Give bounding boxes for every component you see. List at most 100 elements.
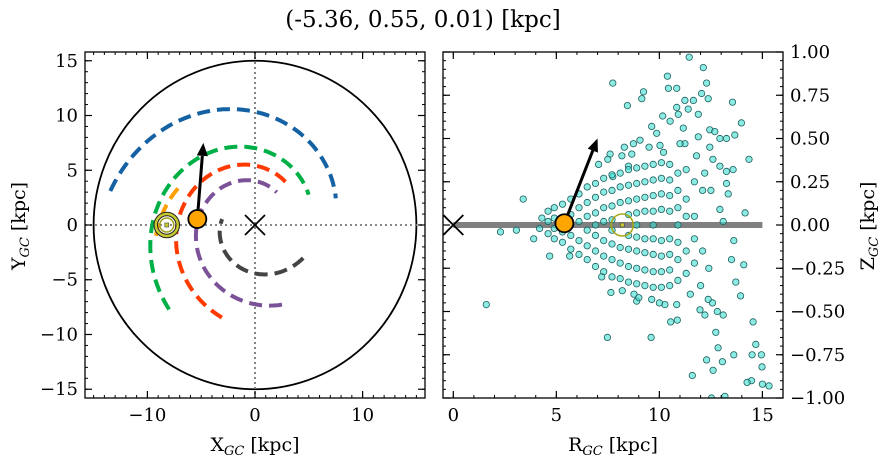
scatter-point <box>722 179 731 188</box>
scatter-point <box>714 344 722 352</box>
spiral-arm <box>217 218 305 277</box>
y-tick-label: −0.75 <box>790 345 845 366</box>
scatter-point <box>758 363 766 371</box>
scatter-point <box>676 140 684 148</box>
scatter-point <box>690 212 699 220</box>
scatter-point <box>666 281 674 290</box>
scatter-point <box>673 316 681 324</box>
scatter-point <box>604 155 612 163</box>
scatter-point <box>711 128 719 136</box>
sun-ring <box>610 213 635 237</box>
x-label-unit: [kpc] <box>244 434 299 456</box>
y-label-main: Y <box>8 257 30 271</box>
axes-frame <box>442 51 784 399</box>
scatter-point <box>535 224 544 233</box>
r-label-sub: GC <box>582 444 602 459</box>
scatter-point <box>624 262 633 271</box>
scatter-point <box>641 178 649 186</box>
y-tick-label: −15 <box>40 379 78 400</box>
scatter-point <box>686 290 694 298</box>
scatter-point <box>701 311 709 319</box>
y-tick-label: −10 <box>40 324 78 345</box>
scatter-point <box>666 176 674 184</box>
scatter-point <box>698 186 707 194</box>
y-label-sub: GC <box>18 237 33 257</box>
scatter-point <box>673 103 681 112</box>
scatter-point <box>722 134 731 143</box>
scatter-point <box>649 176 657 184</box>
scatter-point <box>719 217 727 226</box>
scatter-point <box>591 179 600 188</box>
scatter-point <box>600 174 608 182</box>
scatter-point <box>544 207 552 215</box>
scatter-point <box>633 179 641 188</box>
scatter-point <box>690 235 699 243</box>
scatter-point <box>633 247 641 255</box>
scatter-point <box>748 351 756 359</box>
scatter-point <box>765 382 773 390</box>
scatter-point <box>690 178 699 186</box>
scatter-point <box>745 155 753 163</box>
scatter-point <box>591 221 600 229</box>
scatter-point <box>702 79 711 87</box>
x-tick-label: 0 <box>249 405 260 426</box>
x-tick-label: 0 <box>448 405 459 426</box>
scatter-point <box>749 318 757 326</box>
scatter-point <box>616 198 624 207</box>
velocity-arrow-shaft <box>195 155 204 220</box>
axes-frame <box>84 51 426 399</box>
y-tick-label: −0.25 <box>790 258 845 279</box>
rz-plot-area <box>443 53 773 398</box>
scatter-point <box>666 160 674 168</box>
scatter-point <box>657 283 666 291</box>
scatter-point <box>558 238 567 246</box>
x-tick-label: 15 <box>751 405 774 426</box>
scatter-point <box>729 166 737 174</box>
scatter-point <box>618 287 626 295</box>
scatter-point <box>641 281 649 290</box>
scatter-point <box>682 195 690 203</box>
scatter-point <box>688 371 696 380</box>
scatter-point <box>682 212 690 220</box>
scatter-point <box>623 102 632 110</box>
object-marker <box>187 209 208 229</box>
spiral-arm <box>148 144 311 311</box>
scatter-point <box>674 186 682 194</box>
scatter-point <box>674 204 682 212</box>
scatter-point <box>630 290 638 298</box>
scatter-point <box>685 53 693 61</box>
scatter-point <box>591 209 600 217</box>
scatter-point <box>704 95 712 103</box>
y-tick-label: 0 <box>67 215 78 236</box>
scatter-point <box>641 207 649 215</box>
xy-panel: −10 0 10 15 10 5 0 −5 −10 −15 <box>40 51 426 426</box>
scatter-point <box>716 134 724 143</box>
scatter-point <box>649 160 657 168</box>
scatter-point <box>705 264 713 272</box>
scatter-point <box>575 217 583 226</box>
scatter-point <box>696 281 705 290</box>
scatter-point <box>732 278 740 286</box>
scatter-point <box>628 150 636 158</box>
x-label-main: X <box>210 434 224 456</box>
scatter-point <box>657 252 666 260</box>
object-marker <box>554 213 575 234</box>
y-tick-label: 1.00 <box>790 42 830 63</box>
scatter-point <box>600 188 608 196</box>
scatter-point <box>633 195 641 203</box>
scatter-point <box>583 198 591 207</box>
y-tick-label: 0.00 <box>790 215 830 236</box>
scatter-point <box>641 249 649 257</box>
scatter-point <box>649 283 657 291</box>
x-axis-label-right: RGC [kpc] <box>568 434 658 459</box>
scatter-point <box>482 300 490 309</box>
scatter-point <box>716 205 724 213</box>
scatter-point <box>496 228 505 236</box>
scatter-point <box>709 366 717 374</box>
scatter-point <box>608 273 616 281</box>
scatter-point <box>633 233 641 241</box>
scatter-point <box>649 192 657 200</box>
galactic-center-x <box>244 214 266 236</box>
scatter-point <box>721 392 729 398</box>
scatter-point <box>724 190 732 198</box>
